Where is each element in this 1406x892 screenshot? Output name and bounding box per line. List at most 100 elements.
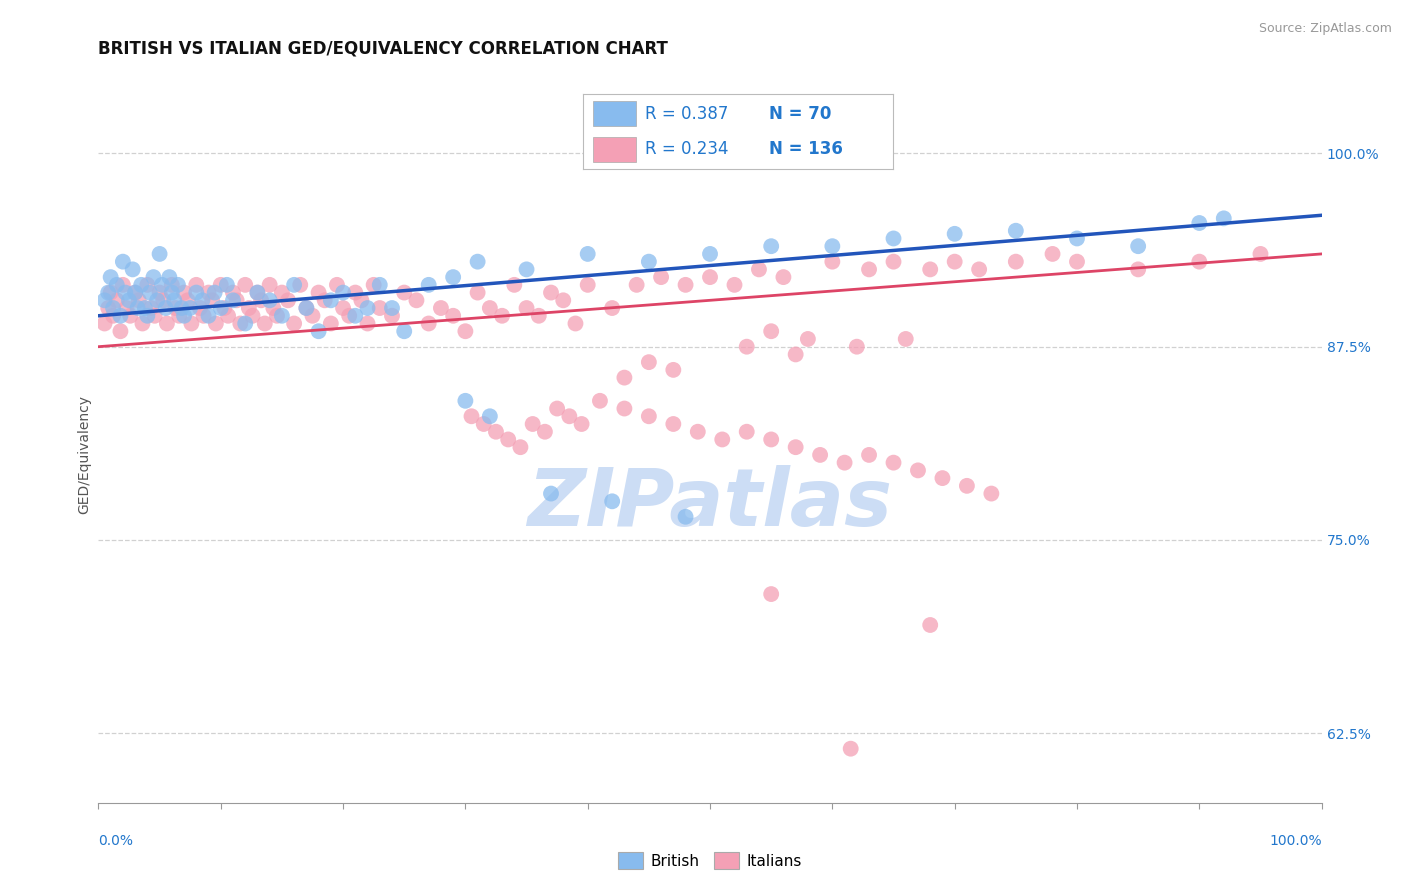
- Point: [356, 301, 378, 315]
- Point: [392, 285, 416, 300]
- Text: R = 0.387: R = 0.387: [645, 104, 728, 123]
- Point: [527, 309, 550, 323]
- Point: [215, 277, 238, 292]
- Point: [761, 239, 783, 253]
- Point: [723, 277, 745, 292]
- Point: [197, 309, 219, 323]
- Point: [735, 425, 758, 439]
- Point: [772, 270, 794, 285]
- Point: [821, 254, 844, 268]
- Point: [270, 309, 294, 323]
- Point: [222, 285, 245, 300]
- Point: [167, 277, 190, 292]
- Point: [1066, 231, 1088, 245]
- Point: [699, 270, 721, 285]
- Point: [350, 293, 373, 308]
- Point: [179, 301, 201, 315]
- Point: [121, 262, 143, 277]
- Point: [301, 309, 323, 323]
- Point: [170, 301, 193, 315]
- Point: [943, 254, 966, 268]
- Point: [197, 285, 219, 300]
- Point: [93, 293, 115, 308]
- Point: [160, 285, 183, 300]
- Point: [283, 277, 305, 292]
- Point: [363, 277, 385, 292]
- Point: [233, 277, 256, 292]
- Text: Source: ZipAtlas.com: Source: ZipAtlas.com: [1258, 22, 1392, 36]
- Point: [808, 448, 831, 462]
- Point: [761, 433, 783, 447]
- Point: [214, 301, 236, 315]
- Point: [920, 262, 942, 277]
- Point: [735, 340, 758, 354]
- Point: [105, 293, 128, 308]
- Point: [204, 285, 226, 300]
- Point: [242, 309, 264, 323]
- Point: [980, 486, 1002, 500]
- Point: [136, 309, 159, 323]
- Point: [139, 301, 162, 315]
- Text: 0.0%: 0.0%: [98, 834, 134, 848]
- Point: [100, 285, 122, 300]
- Point: [503, 277, 526, 292]
- Point: [845, 340, 868, 354]
- Point: [262, 301, 284, 315]
- Point: [454, 324, 477, 338]
- Point: [441, 309, 464, 323]
- Point: [675, 277, 697, 292]
- Point: [571, 417, 593, 431]
- Point: [454, 393, 477, 408]
- Point: [143, 309, 166, 323]
- Point: [146, 293, 169, 308]
- Point: [441, 270, 464, 285]
- Point: [381, 309, 404, 323]
- Point: [136, 277, 159, 292]
- Point: [522, 417, 544, 431]
- Point: [491, 309, 513, 323]
- Point: [201, 293, 224, 308]
- Point: [943, 227, 966, 241]
- Point: [540, 285, 562, 300]
- Point: [165, 301, 187, 315]
- Point: [589, 393, 612, 408]
- Point: [160, 277, 183, 292]
- Point: [675, 509, 697, 524]
- Point: [650, 270, 672, 285]
- Point: [110, 309, 132, 323]
- Point: [858, 262, 880, 277]
- Point: [266, 309, 288, 323]
- Point: [516, 262, 538, 277]
- Point: [97, 301, 120, 315]
- Point: [319, 293, 342, 308]
- Point: [344, 285, 367, 300]
- Point: [761, 587, 783, 601]
- Text: 100.0%: 100.0%: [1270, 834, 1322, 848]
- Point: [478, 409, 501, 424]
- Point: [509, 440, 531, 454]
- Point: [883, 254, 905, 268]
- Point: [638, 409, 661, 424]
- Point: [128, 293, 150, 308]
- Point: [295, 301, 318, 315]
- Point: [797, 332, 820, 346]
- Point: [1212, 211, 1234, 226]
- Point: [956, 479, 979, 493]
- Point: [430, 301, 453, 315]
- Point: [931, 471, 953, 485]
- Point: [93, 317, 115, 331]
- Point: [131, 317, 153, 331]
- Point: [381, 301, 404, 315]
- Point: [613, 370, 636, 384]
- Point: [259, 293, 281, 308]
- Point: [418, 277, 440, 292]
- Point: [600, 301, 623, 315]
- Point: [785, 347, 807, 361]
- Point: [222, 293, 245, 308]
- Point: [748, 262, 770, 277]
- Point: [186, 277, 208, 292]
- Point: [205, 317, 228, 331]
- Point: [173, 309, 195, 323]
- Point: [188, 301, 211, 315]
- Point: [516, 301, 538, 315]
